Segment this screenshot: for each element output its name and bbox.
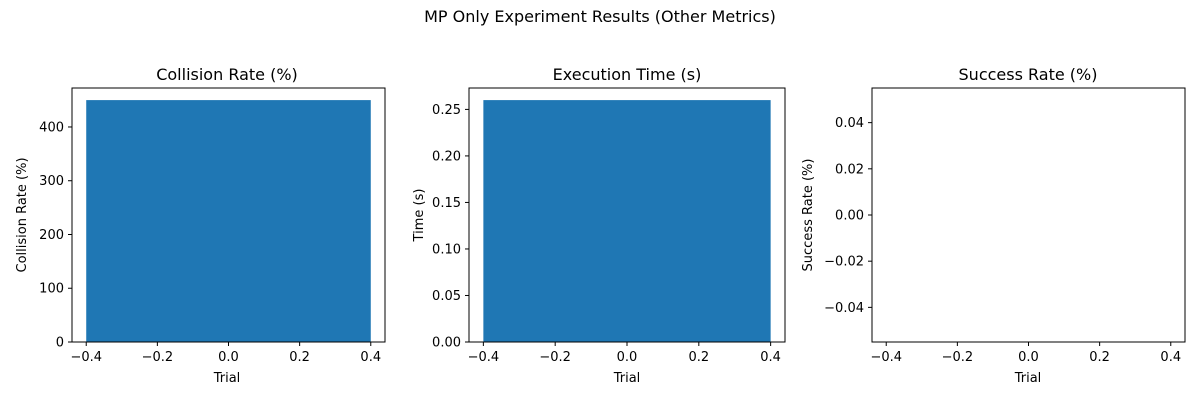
x-axis-label: Trial [613, 371, 641, 386]
y-tick-label: 0.00 [432, 336, 461, 351]
y-tick-label: 0.20 [432, 149, 461, 164]
x-tick-label: −0.2 [142, 350, 174, 365]
y-axis-label: Time (s) [412, 189, 427, 243]
execution-time-chart: Execution Time (s) Trial Time (s) −0.4 −0… [412, 65, 786, 386]
chart-title: Collision Rate (%) [156, 65, 298, 84]
x-tick-label: 0.4 [360, 350, 381, 365]
chart-title: Success Rate (%) [959, 65, 1098, 84]
y-axis-label: Success Rate (%) [801, 159, 816, 272]
y-tick-label: 0.15 [432, 196, 461, 211]
y-tick-label: 0.04 [835, 116, 864, 131]
x-tick-label: −0.2 [539, 350, 571, 365]
x-tick-label: 0.2 [688, 350, 709, 365]
x-tick-label: 0.0 [617, 350, 638, 365]
y-tick-label: 200 [39, 228, 64, 243]
bar [86, 100, 371, 342]
x-tick-label: 0.2 [1089, 350, 1110, 365]
y-tick-label: 0.05 [432, 289, 461, 304]
x-tick-label: 0.0 [1018, 350, 1039, 365]
x-tick-label: −0.2 [942, 350, 974, 365]
y-tick-label: −0.02 [824, 255, 864, 270]
y-tick-label: 0.25 [432, 103, 461, 118]
x-tick-label: 0.2 [289, 350, 310, 365]
chart-title: Execution Time (s) [553, 65, 702, 84]
y-tick-label: 400 [39, 120, 64, 135]
bar [483, 100, 771, 342]
x-axis-label: Trial [1014, 371, 1042, 386]
y-tick-label: 0 [56, 336, 64, 351]
y-tick-label: 100 [39, 282, 64, 297]
y-axis-label: Collision Rate (%) [15, 157, 30, 272]
x-tick-label: −0.4 [870, 350, 902, 365]
collision-rate-chart: Collision Rate (%) Trial Collision Rate … [15, 65, 386, 386]
y-tick-label: 0.00 [835, 209, 864, 224]
x-tick-label: 0.4 [1160, 350, 1181, 365]
y-tick-label: 300 [39, 174, 64, 189]
x-axis-label: Trial [213, 371, 241, 386]
x-tick-label: −0.4 [468, 350, 500, 365]
y-tick-label: −0.04 [824, 301, 864, 316]
x-tick-label: 0.4 [760, 350, 781, 365]
x-tick-label: 0.0 [218, 350, 239, 365]
y-tick-label: 0.10 [432, 242, 461, 257]
success-rate-chart: Success Rate (%) Trial Success Rate (%) … [801, 65, 1186, 386]
x-tick-label: −0.4 [70, 350, 102, 365]
figure-suptitle: MP Only Experiment Results (Other Metric… [424, 7, 776, 26]
y-tick-label: 0.02 [835, 162, 864, 177]
